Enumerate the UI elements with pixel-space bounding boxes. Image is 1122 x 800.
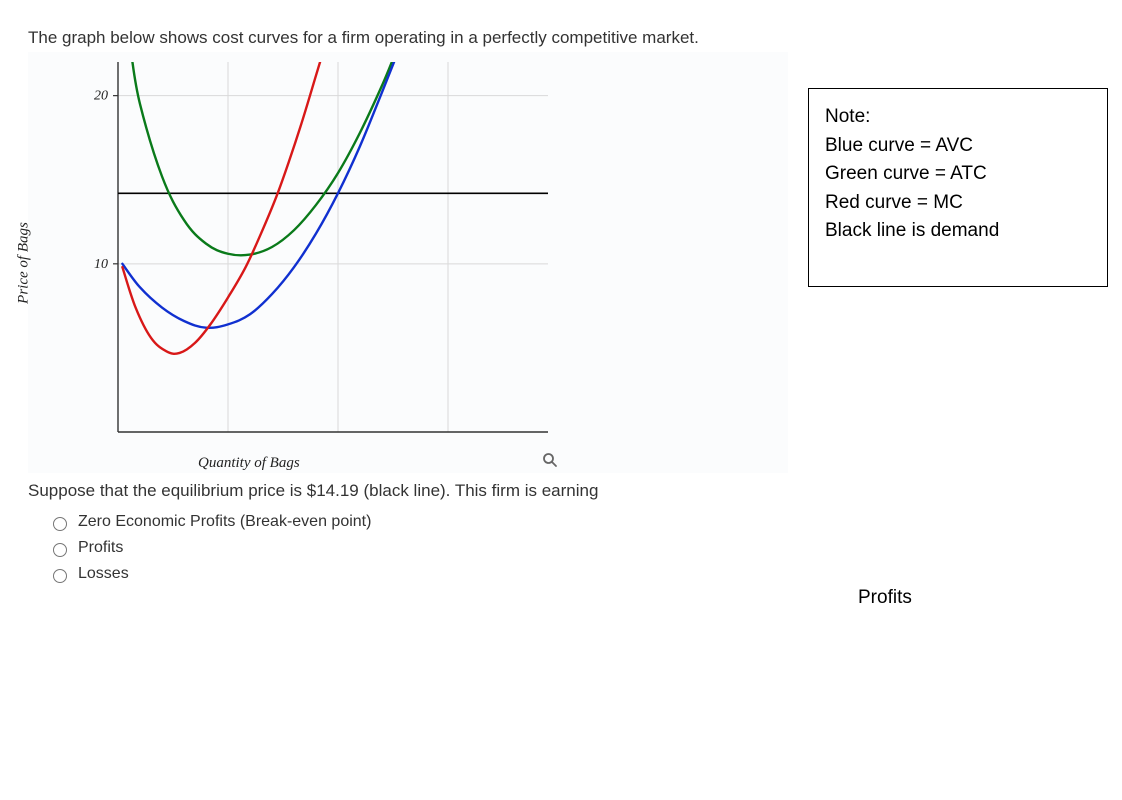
note-line-avc: Blue curve = AVC (825, 132, 1091, 161)
x-axis-row: Quantity of Bags (48, 452, 788, 473)
chart-container: Price of Bags 2010 Quantity of Bags (28, 52, 788, 473)
radio-profits[interactable] (53, 543, 67, 557)
note-title: Note: (825, 103, 1091, 132)
x-axis-label: Quantity of Bags (48, 455, 300, 472)
annotation-column: Note: Blue curve = AVC Green curve = ATC… (808, 28, 1108, 609)
radio-losses[interactable] (53, 569, 67, 583)
note-line-atc: Green curve = ATC (825, 160, 1091, 189)
svg-text:20: 20 (94, 89, 108, 104)
answer-text: Profits (808, 587, 1108, 609)
option-zero-profit[interactable]: Zero Economic Profits (Break-even point) (48, 513, 788, 531)
note-line-mc: Red curve = MC (825, 189, 1091, 218)
option-profits[interactable]: Profits (48, 539, 788, 557)
radio-zero-profit[interactable] (53, 517, 67, 531)
cost-curves-chart: 2010 (48, 52, 548, 452)
question-column: The graph below shows cost curves for a … (28, 28, 788, 591)
y-axis-label: Price of Bags (16, 222, 33, 304)
legend-note-box: Note: Blue curve = AVC Green curve = ATC… (808, 88, 1108, 287)
question-prompt: Suppose that the equilibrium price is $1… (28, 481, 788, 501)
option-losses[interactable]: Losses (48, 565, 788, 583)
main-row: The graph below shows cost curves for a … (28, 28, 1094, 609)
answer-options: Zero Economic Profits (Break-even point)… (28, 513, 788, 583)
intro-text: The graph below shows cost curves for a … (28, 28, 788, 48)
note-line-demand: Black line is demand (825, 217, 1091, 246)
option-label: Profits (78, 539, 123, 557)
option-label: Zero Economic Profits (Break-even point) (78, 513, 371, 531)
option-label: Losses (78, 565, 129, 583)
magnify-icon[interactable] (542, 452, 558, 473)
svg-text:10: 10 (94, 257, 108, 272)
